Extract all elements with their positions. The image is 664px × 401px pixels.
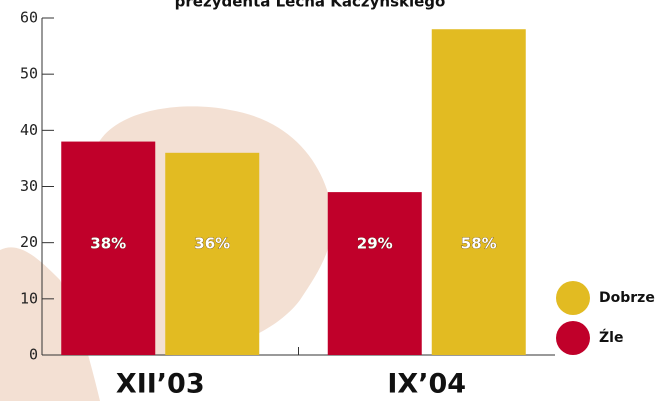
bar bbox=[431, 29, 526, 355]
legend-label: Źle bbox=[599, 328, 623, 346]
legend-label: Dobrze bbox=[599, 290, 655, 306]
value-label: 36% bbox=[194, 235, 230, 253]
x-tick-label: IX’04 bbox=[387, 369, 466, 400]
y-tick-label: 40 bbox=[20, 121, 38, 139]
value-label: 38% bbox=[90, 235, 126, 253]
bar bbox=[165, 152, 260, 355]
legend-swatch bbox=[556, 321, 590, 355]
value-label: 58% bbox=[461, 235, 497, 253]
bar bbox=[327, 192, 422, 355]
value-label: 29% bbox=[357, 235, 393, 253]
y-tick-label: 50 bbox=[20, 65, 38, 83]
legend-swatch bbox=[556, 281, 590, 315]
y-tick-label: 0 bbox=[29, 346, 38, 364]
y-tick-label: 20 bbox=[20, 233, 38, 251]
y-tick-label: 60 bbox=[20, 9, 38, 27]
bar bbox=[61, 141, 156, 355]
x-tick-label: XII’03 bbox=[116, 369, 205, 400]
y-tick-label: 10 bbox=[20, 289, 38, 307]
chart-title: prezydenta Lecha Kaczyńskiego bbox=[175, 0, 446, 11]
y-tick-label: 30 bbox=[20, 177, 38, 195]
